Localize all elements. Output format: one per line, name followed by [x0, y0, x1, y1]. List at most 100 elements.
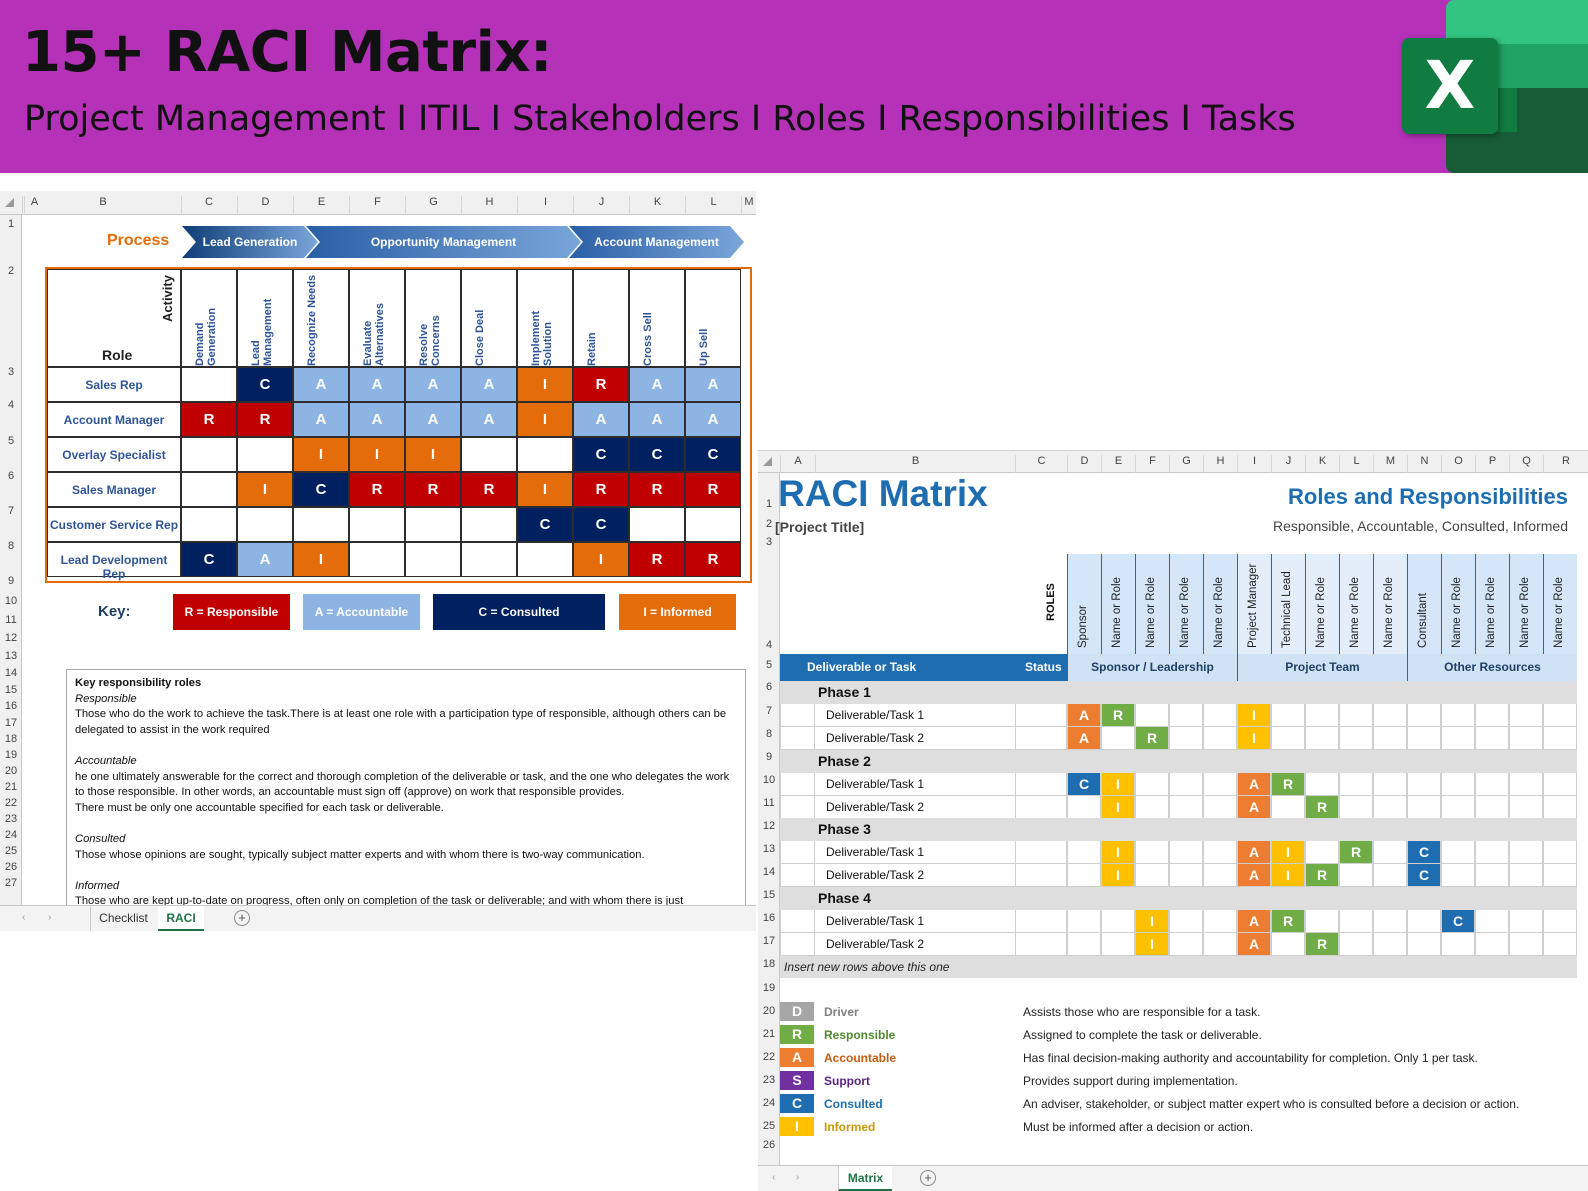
column-header[interactable]: E	[293, 196, 349, 215]
raci-cell[interactable]: R	[685, 472, 741, 507]
raci-cell[interactable]	[1135, 773, 1169, 796]
column-header[interactable]: M	[741, 196, 756, 215]
raci-cell[interactable]	[1543, 727, 1577, 750]
column-header[interactable]: D	[237, 196, 293, 215]
raci-cell[interactable]	[1475, 704, 1509, 727]
row-number[interactable]: 18	[4, 733, 18, 745]
row-number[interactable]: 24	[762, 1097, 776, 1109]
row-number[interactable]: 3	[765, 536, 773, 548]
row-number[interactable]: 1	[7, 218, 15, 230]
raci-cell[interactable]	[1373, 910, 1407, 933]
row-number[interactable]: 21	[4, 781, 18, 793]
raci-cell[interactable]: I	[1101, 796, 1135, 819]
raci-cell[interactable]	[1305, 910, 1339, 933]
raci-cell[interactable]	[1169, 864, 1203, 887]
raci-cell[interactable]: A	[629, 367, 685, 402]
row-number[interactable]: 13	[762, 843, 776, 855]
raci-cell[interactable]	[1509, 933, 1543, 956]
role-column-label[interactable]: Name or Role	[1519, 577, 1531, 648]
raci-cell[interactable]	[1135, 864, 1169, 887]
row-number[interactable]: 5	[765, 659, 773, 671]
raci-cell[interactable]	[685, 507, 741, 542]
row-number[interactable]: 22	[762, 1051, 776, 1063]
raci-cell[interactable]: R	[573, 367, 629, 402]
status-cell[interactable]	[1015, 910, 1067, 933]
raci-cell[interactable]: A	[237, 542, 293, 577]
raci-cell[interactable]	[461, 507, 517, 542]
raci-cell[interactable]	[461, 437, 517, 472]
column-header[interactable]: H	[461, 196, 517, 215]
task-cell-a[interactable]	[780, 910, 815, 933]
raci-cell[interactable]	[1169, 910, 1203, 933]
raci-cell[interactable]: C	[1067, 773, 1101, 796]
raci-cell[interactable]	[1543, 910, 1577, 933]
status-cell[interactable]	[1015, 841, 1067, 864]
raci-cell[interactable]	[1373, 933, 1407, 956]
project-title[interactable]: [Project Title]	[775, 519, 865, 535]
row-number[interactable]: 10	[4, 595, 18, 607]
raci-cell[interactable]	[1475, 910, 1509, 933]
raci-cell[interactable]: R	[461, 472, 517, 507]
raci-cell[interactable]	[181, 472, 237, 507]
row-number[interactable]: 20	[762, 1005, 776, 1017]
raci-cell[interactable]: R	[1135, 727, 1169, 750]
role-column-label[interactable]: Consultant	[1417, 593, 1429, 648]
role-column-label[interactable]: Name or Role	[1111, 577, 1123, 648]
raci-cell[interactable]: A	[405, 367, 461, 402]
row-number[interactable]: 25	[4, 845, 18, 857]
column-header[interactable]: Q	[1509, 455, 1543, 473]
raci-cell[interactable]: A	[1237, 910, 1271, 933]
row-number[interactable]: 24	[4, 829, 18, 841]
raci-cell[interactable]: I	[1135, 933, 1169, 956]
raci-cell[interactable]: R	[1305, 933, 1339, 956]
row-number[interactable]: 7	[7, 505, 15, 517]
row-number[interactable]: 19	[4, 749, 18, 761]
raci-cell[interactable]	[1373, 841, 1407, 864]
row-number[interactable]: 8	[7, 540, 15, 552]
raci-cell[interactable]: I	[1237, 704, 1271, 727]
raci-cell[interactable]	[1407, 727, 1441, 750]
row-number[interactable]: 4	[7, 399, 15, 411]
role-column-label[interactable]: Name or Role	[1349, 577, 1361, 648]
row-number[interactable]: 26	[762, 1139, 776, 1151]
task-cell-a[interactable]	[780, 933, 815, 956]
raci-cell[interactable]	[1203, 796, 1237, 819]
row-number[interactable]: 23	[762, 1074, 776, 1086]
raci-cell[interactable]	[1203, 864, 1237, 887]
raci-cell[interactable]: A	[405, 402, 461, 437]
raci-cell[interactable]: A	[685, 367, 741, 402]
raci-cell[interactable]: A	[1067, 727, 1101, 750]
raci-cell[interactable]	[1339, 773, 1373, 796]
task-cell-a[interactable]	[780, 796, 815, 819]
raci-cell[interactable]	[1101, 727, 1135, 750]
raci-cell[interactable]: I	[517, 472, 573, 507]
raci-cell[interactable]	[1169, 933, 1203, 956]
raci-cell[interactable]	[1509, 841, 1543, 864]
row-number[interactable]: 25	[762, 1120, 776, 1132]
raci-cell[interactable]	[1169, 841, 1203, 864]
row-number[interactable]: 16	[4, 700, 18, 712]
column-header[interactable]: O	[1441, 455, 1475, 473]
raci-cell[interactable]: A	[1237, 796, 1271, 819]
task-name-cell[interactable]	[815, 933, 1015, 956]
raci-cell[interactable]	[1203, 727, 1237, 750]
row-number[interactable]: 4	[765, 639, 773, 651]
raci-cell[interactable]: A	[1237, 864, 1271, 887]
row-number[interactable]: 16	[762, 912, 776, 924]
raci-cell[interactable]	[1407, 704, 1441, 727]
raci-cell[interactable]	[1135, 796, 1169, 819]
raci-cell[interactable]: I	[1271, 841, 1305, 864]
raci-cell[interactable]	[1339, 933, 1373, 956]
column-header[interactable]: I	[517, 196, 573, 215]
raci-cell[interactable]	[1169, 727, 1203, 750]
row-number[interactable]: 1	[765, 498, 773, 510]
raci-cell[interactable]: R	[1339, 841, 1373, 864]
row-number[interactable]: 6	[7, 470, 15, 482]
task-name-cell[interactable]	[815, 773, 1015, 796]
raci-cell[interactable]: R	[349, 472, 405, 507]
row-number[interactable]: 11	[5, 614, 17, 626]
raci-cell[interactable]: I	[573, 542, 629, 577]
raci-cell[interactable]	[1339, 727, 1373, 750]
raci-cell[interactable]: A	[461, 402, 517, 437]
task-name-cell[interactable]	[815, 910, 1015, 933]
